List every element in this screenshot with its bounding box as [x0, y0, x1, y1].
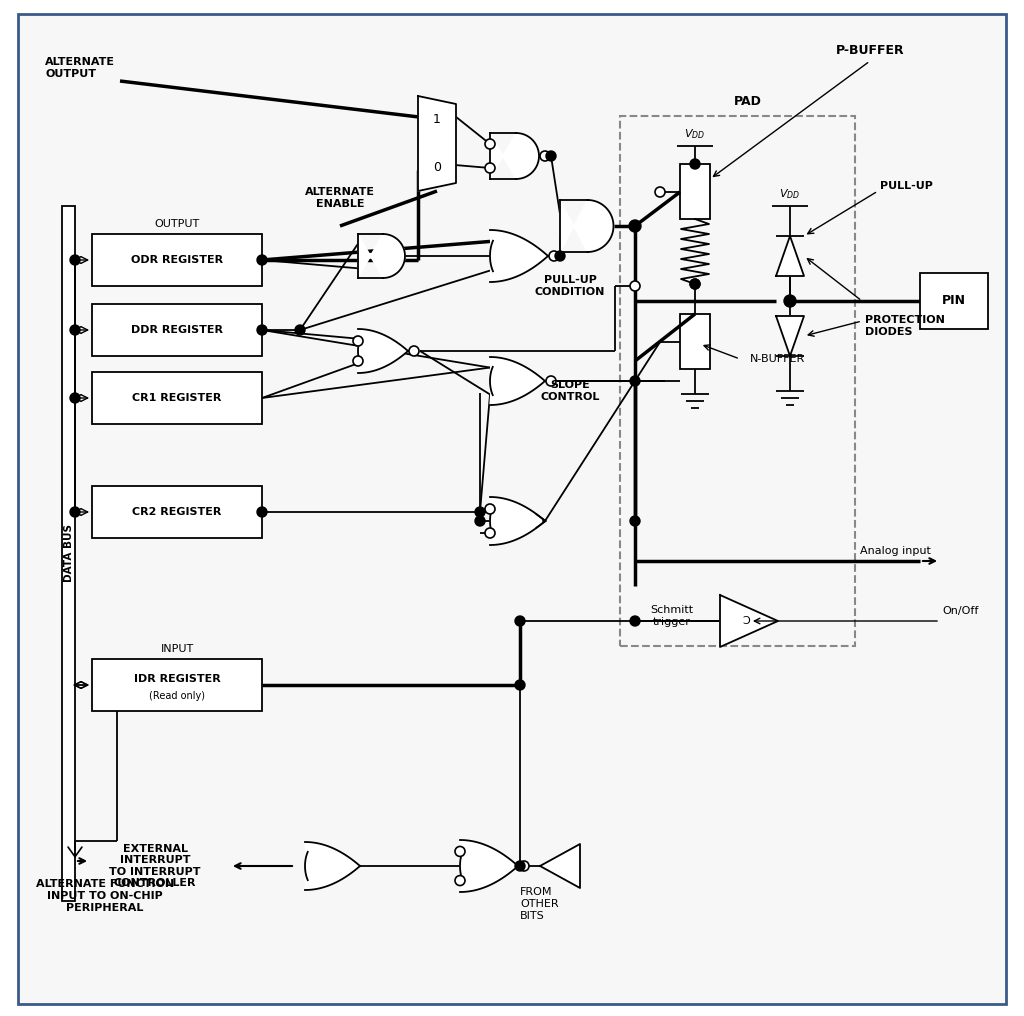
- Bar: [620, 116, 855, 646]
- Text: Schmitt
trigger: Schmitt trigger: [650, 606, 693, 627]
- Bar: [62, 206, 75, 901]
- Text: PAD: PAD: [733, 96, 762, 108]
- Circle shape: [70, 325, 80, 335]
- Polygon shape: [540, 844, 580, 888]
- Circle shape: [546, 151, 556, 161]
- Text: OUTPUT: OUTPUT: [155, 219, 200, 229]
- Circle shape: [690, 279, 700, 289]
- Text: CR2 REGISTER: CR2 REGISTER: [132, 507, 221, 517]
- Text: PULL-UP: PULL-UP: [880, 181, 933, 191]
- Circle shape: [455, 876, 465, 886]
- Circle shape: [515, 616, 525, 626]
- Circle shape: [784, 295, 796, 307]
- Text: $V_{DD}$: $V_{DD}$: [684, 127, 706, 141]
- Circle shape: [257, 255, 267, 265]
- Circle shape: [655, 187, 665, 197]
- Bar: [92, 372, 262, 424]
- Polygon shape: [490, 133, 539, 179]
- Bar: [92, 304, 262, 356]
- Circle shape: [515, 861, 525, 871]
- Circle shape: [485, 139, 495, 149]
- Text: DDR REGISTER: DDR REGISTER: [131, 325, 223, 335]
- Circle shape: [295, 325, 305, 335]
- Circle shape: [555, 251, 565, 261]
- Polygon shape: [490, 497, 545, 545]
- Circle shape: [353, 336, 362, 346]
- Circle shape: [257, 507, 267, 517]
- Text: ODR REGISTER: ODR REGISTER: [131, 255, 223, 265]
- Circle shape: [353, 356, 362, 366]
- Text: SLOPE
CONTROL: SLOPE CONTROL: [541, 380, 600, 401]
- Circle shape: [485, 163, 495, 173]
- Text: $V_{DD}$: $V_{DD}$: [779, 187, 801, 201]
- Text: (Read only): (Read only): [150, 692, 205, 701]
- Circle shape: [515, 680, 525, 690]
- Text: N-BUFFER: N-BUFFER: [750, 354, 805, 364]
- Polygon shape: [720, 595, 778, 647]
- Circle shape: [485, 528, 495, 538]
- Polygon shape: [305, 842, 360, 890]
- Bar: [680, 164, 710, 219]
- Polygon shape: [776, 236, 804, 276]
- Polygon shape: [560, 200, 613, 252]
- Circle shape: [70, 507, 80, 517]
- Circle shape: [475, 507, 485, 517]
- Circle shape: [690, 279, 700, 289]
- Text: Ↄ: Ↄ: [742, 616, 750, 626]
- Polygon shape: [358, 329, 408, 373]
- Text: ALTERNATE FUNCTION
INPUT TO ON-CHIP
PERIPHERAL: ALTERNATE FUNCTION INPUT TO ON-CHIP PERI…: [36, 880, 174, 912]
- Circle shape: [257, 325, 267, 335]
- Circle shape: [630, 376, 640, 386]
- Text: FROM
OTHER
BITS: FROM OTHER BITS: [520, 887, 559, 920]
- Bar: [92, 659, 262, 711]
- Text: 1: 1: [433, 113, 441, 126]
- Text: ALTERNATE
OUTPUT: ALTERNATE OUTPUT: [45, 57, 115, 79]
- Circle shape: [549, 251, 559, 261]
- Circle shape: [540, 151, 550, 161]
- Text: ALTERNATE
ENABLE: ALTERNATE ENABLE: [305, 187, 375, 209]
- Text: On/Off: On/Off: [942, 606, 978, 616]
- Text: PIN: PIN: [942, 295, 966, 308]
- Polygon shape: [490, 230, 548, 282]
- Text: CR1 REGISTER: CR1 REGISTER: [132, 393, 221, 403]
- Text: 0: 0: [433, 161, 441, 174]
- Polygon shape: [776, 316, 804, 356]
- Circle shape: [455, 846, 465, 856]
- Circle shape: [546, 376, 556, 386]
- Circle shape: [629, 220, 641, 232]
- Text: PROTECTION
DIODES: PROTECTION DIODES: [865, 315, 945, 336]
- Circle shape: [485, 504, 495, 514]
- Bar: [92, 234, 262, 285]
- Circle shape: [690, 158, 700, 169]
- Circle shape: [630, 516, 640, 526]
- Text: INPUT: INPUT: [161, 644, 194, 654]
- Text: P-BUFFER: P-BUFFER: [836, 45, 904, 58]
- Circle shape: [475, 516, 485, 526]
- Circle shape: [519, 861, 529, 871]
- Circle shape: [630, 281, 640, 291]
- Text: PULL-UP
CONDITION: PULL-UP CONDITION: [535, 275, 605, 297]
- Text: IDR REGISTER: IDR REGISTER: [133, 674, 220, 684]
- Text: DATA BUS: DATA BUS: [63, 524, 74, 582]
- Bar: [92, 486, 262, 538]
- Bar: [680, 314, 710, 369]
- Circle shape: [409, 346, 419, 356]
- Circle shape: [70, 393, 80, 403]
- Polygon shape: [358, 234, 404, 278]
- Bar: [920, 273, 988, 329]
- Polygon shape: [460, 840, 518, 892]
- Text: EXTERNAL
INTERRUPT
TO INTERRUPT
CONTROLLER: EXTERNAL INTERRUPT TO INTERRUPT CONTROLL…: [110, 843, 201, 888]
- Circle shape: [70, 255, 80, 265]
- Polygon shape: [418, 96, 456, 191]
- Circle shape: [630, 616, 640, 626]
- Text: Analog input: Analog input: [860, 546, 931, 556]
- Polygon shape: [490, 357, 545, 405]
